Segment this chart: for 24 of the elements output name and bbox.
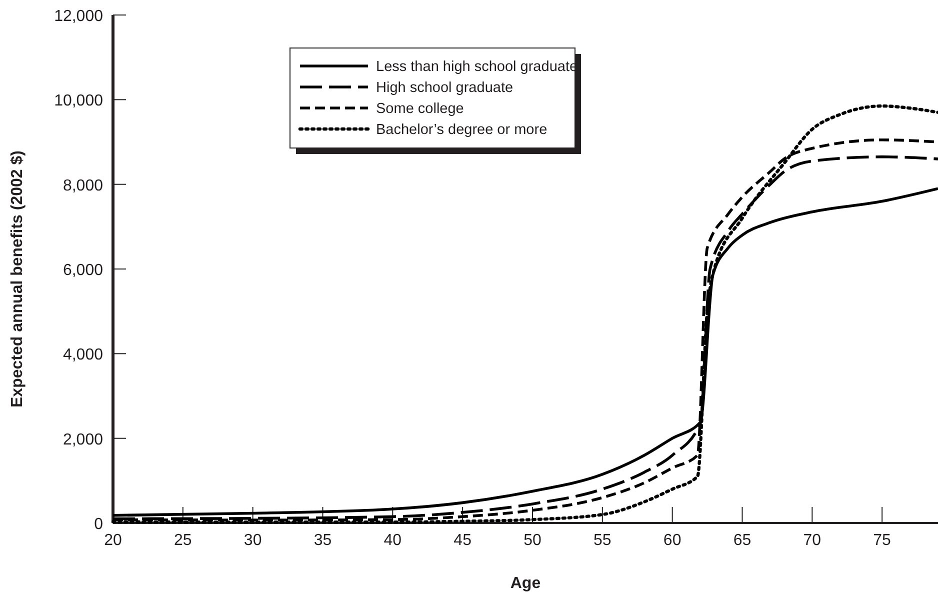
y-tick-label: 0 <box>94 516 104 533</box>
legend-label: Bachelor’s degree or more <box>376 122 548 138</box>
y-axis-title: Expected annual benefits (2002 $) <box>9 150 26 408</box>
x-tick-label: 20 <box>104 532 122 549</box>
x-axis-title: Age <box>510 575 541 592</box>
legend-label: Some college <box>376 101 464 117</box>
y-tick-label: 2,000 <box>62 431 104 448</box>
x-tick-label: 40 <box>384 532 402 549</box>
x-tick-label: 75 <box>873 532 892 549</box>
x-tick-label: 55 <box>594 532 612 549</box>
y-tick-label: 4,000 <box>62 346 104 364</box>
y-tick-label: 12,000 <box>54 8 104 25</box>
x-tick-label: 70 <box>803 532 822 549</box>
x-tick-label: 30 <box>244 532 262 549</box>
x-tick-label: 25 <box>174 532 192 549</box>
x-tick-label: 50 <box>524 532 542 549</box>
y-tick-label: 8,000 <box>62 177 104 194</box>
y-tick-label: 6,000 <box>62 262 104 279</box>
x-tick-label: 45 <box>454 532 472 549</box>
x-tick-label: 65 <box>733 532 752 549</box>
x-tick-label: 60 <box>663 532 682 549</box>
x-tick-label: 35 <box>314 532 332 549</box>
y-tick-label: 10,000 <box>54 92 104 110</box>
legend-label: High school graduate <box>376 80 514 96</box>
